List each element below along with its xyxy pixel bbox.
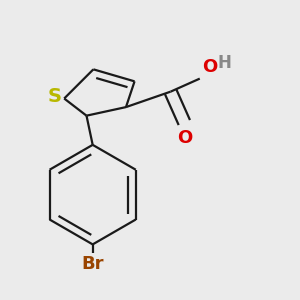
Text: Br: Br	[81, 255, 104, 273]
Text: H: H	[218, 54, 232, 72]
Text: S: S	[47, 87, 61, 106]
Text: O: O	[202, 58, 218, 76]
Text: O: O	[177, 129, 193, 147]
